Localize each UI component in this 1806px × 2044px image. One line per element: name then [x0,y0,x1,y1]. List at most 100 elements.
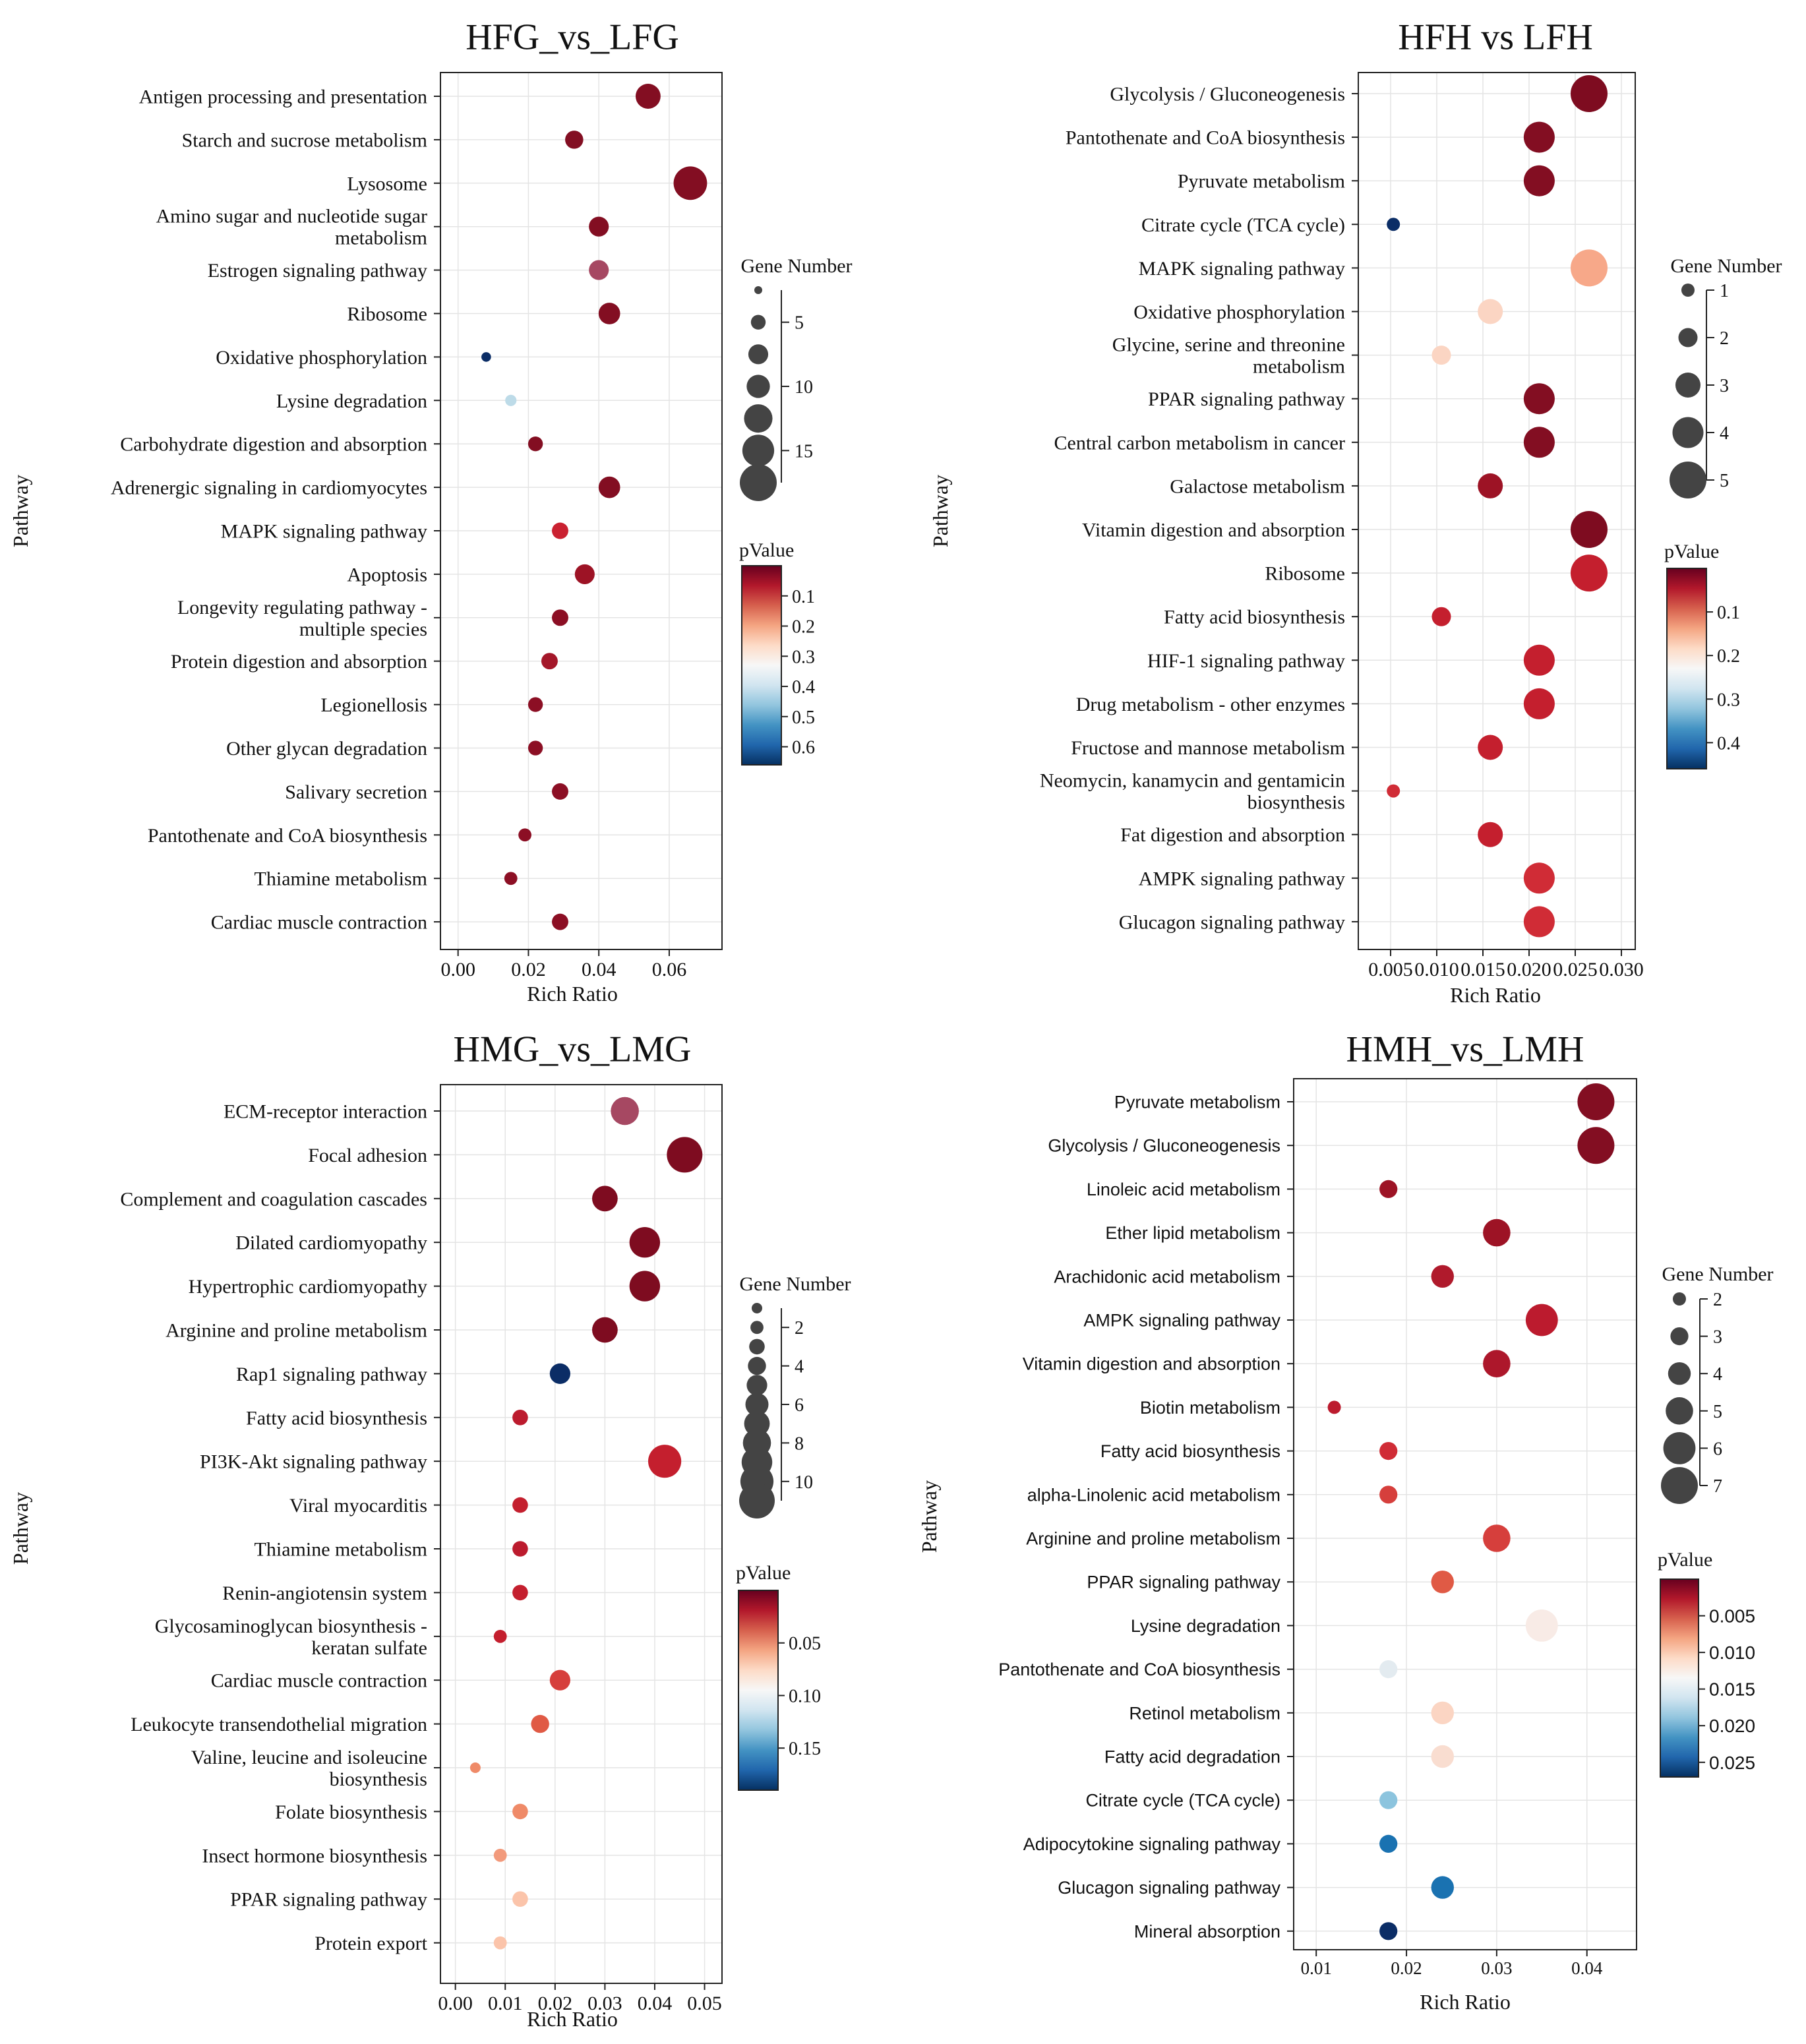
size-legend-marker [749,1338,765,1355]
colorbar-tick-label: 0.3 [792,647,815,667]
category-label: Legionellosis [320,694,427,716]
data-point [505,394,517,406]
data-point [541,653,558,670]
size-legend-label: 6 [1713,1439,1722,1459]
size-legend-marker [748,1356,766,1375]
data-point [549,1669,570,1691]
data-point [598,476,620,498]
colorbar-tick-label: 0.10 [789,1686,821,1706]
category-label: Antigen processing and presentation [139,86,427,108]
data-point [549,1363,570,1384]
size-legend-label: 7 [1713,1476,1722,1497]
colorbar-tick-label: 0.6 [792,738,815,758]
category-label: Oxidative phosphorylation [216,347,427,369]
x-axis-label: Rich Ratio [527,2007,618,2031]
category-label: ECM-receptor interaction [224,1101,427,1123]
data-point [552,609,568,626]
size-legend-marker [745,1393,769,1416]
category-label: Fructose and mannose metabolism [1071,737,1345,759]
size-legend-marker [750,315,766,330]
chart-title: HMH_vs_LMH [1346,1029,1584,1070]
data-point [1379,1660,1398,1679]
category-label: Citrate cycle (TCA cycle) [1085,1791,1280,1811]
category-label: Pyruvate metabolism [1114,1092,1280,1112]
colorbar-title: pValue [736,1562,791,1584]
category-label: Adipocytokine signaling pathway [1023,1834,1281,1854]
data-point [512,1497,528,1513]
data-point [1571,249,1608,287]
size-legend-label: 5 [795,313,804,334]
data-point [574,564,595,584]
data-point [1387,218,1400,231]
data-point [527,740,543,756]
size-legend-marker [1668,1362,1691,1385]
x-tick-label: 0.02 [511,959,546,980]
category-label: Focal adhesion [308,1145,427,1166]
colorbar-tick-label: 0.1 [792,587,815,607]
y-axis-label: Pathway [9,1492,32,1565]
x-tick-label: 0.01 [488,1993,523,2014]
chart-panel-1: HFG_vs_LFG 0.00 0.02 0.04 0.06 Rich Ratio Path… [9,17,853,1006]
x-tick-label: 0.01 [1301,1958,1332,1978]
data-point [1483,1350,1511,1377]
data-point [1431,607,1451,626]
category-label: Citrate cycle (TCA cycle) [1141,214,1345,236]
size-legend-marker [1681,284,1695,297]
data-point [1523,427,1555,458]
data-point [591,1186,618,1212]
category-label: Pantothenate and CoA biosynthesis [1066,127,1345,149]
x-tick-label: 0.02 [1391,1958,1422,1978]
category-label: Complement and coagulation cascades [120,1188,427,1210]
category-label: Vitamin digestion and absorption [1023,1354,1280,1374]
x-axis-label: Rich Ratio [1420,1990,1511,2014]
category-label: Fatty acid biosynthesis [1164,607,1345,628]
category-label: Arachidonic acid metabolism [1054,1267,1280,1286]
category-label: Adrenergic signaling in cardiomyocytes [111,477,427,499]
category-label: Lysine degradation [276,390,427,412]
x-tick-label: 0.06 [652,959,687,980]
data-point [1379,1791,1398,1809]
category-label: PI3K-Akt signaling pathway [200,1451,427,1473]
colorbar-tick-label: 0.3 [1717,690,1740,710]
plot-frame [1293,1078,1637,1950]
category-label: Apoptosis [347,564,427,586]
category-label: Pantothenate and CoA biosynthesis [998,1660,1280,1679]
category-label: Cardiac muscle contraction [211,912,427,934]
data-point [1483,1524,1511,1552]
category-label: Leukocyte transendothelial migration [131,1714,427,1735]
size-legend-marker [754,286,762,294]
size-legend-marker [746,375,770,398]
size-legend-marker [744,1410,770,1437]
category-label: Glucagon signaling pathway [1119,911,1345,933]
data-point [1525,1609,1558,1642]
plot-frame [1358,72,1636,950]
colorbar-tick-label: 0.010 [1709,1642,1755,1663]
data-point [512,1803,528,1820]
size-legend-label: 5 [1720,471,1729,491]
colorbar-tick-label: 0.15 [789,1739,821,1759]
size-legend-marker [1678,328,1698,347]
data-point [1379,1834,1398,1853]
data-point [1478,735,1503,760]
category-label: Thiamine metabolism [255,868,427,890]
data-point [1379,1922,1398,1940]
data-point [635,84,661,109]
data-point [493,1629,507,1643]
x-tick-label: 0.00 [440,959,475,980]
data-point [1431,1876,1454,1899]
size-legend-marker [1661,1467,1698,1504]
data-point [504,872,518,886]
category-label: Arginine and proline metabolism [1026,1528,1280,1548]
category-label: Starch and sucrose metabolism [182,129,427,151]
category-label: AMPK signaling pathway [1083,1310,1280,1330]
category-label: Viral myocarditis [289,1495,427,1517]
size-legend-title: Gene Number [1662,1263,1773,1285]
data-point [1571,511,1608,548]
category-label: Renin-angiotensin system [222,1582,427,1604]
data-point [1523,383,1555,415]
category-label: Glycolysis / Gluconeogenesis [1110,84,1345,105]
size-legend-marker [750,1321,764,1335]
size-legend-marker [1675,373,1701,398]
x-tick-label: 0.03 [1481,1958,1512,1978]
